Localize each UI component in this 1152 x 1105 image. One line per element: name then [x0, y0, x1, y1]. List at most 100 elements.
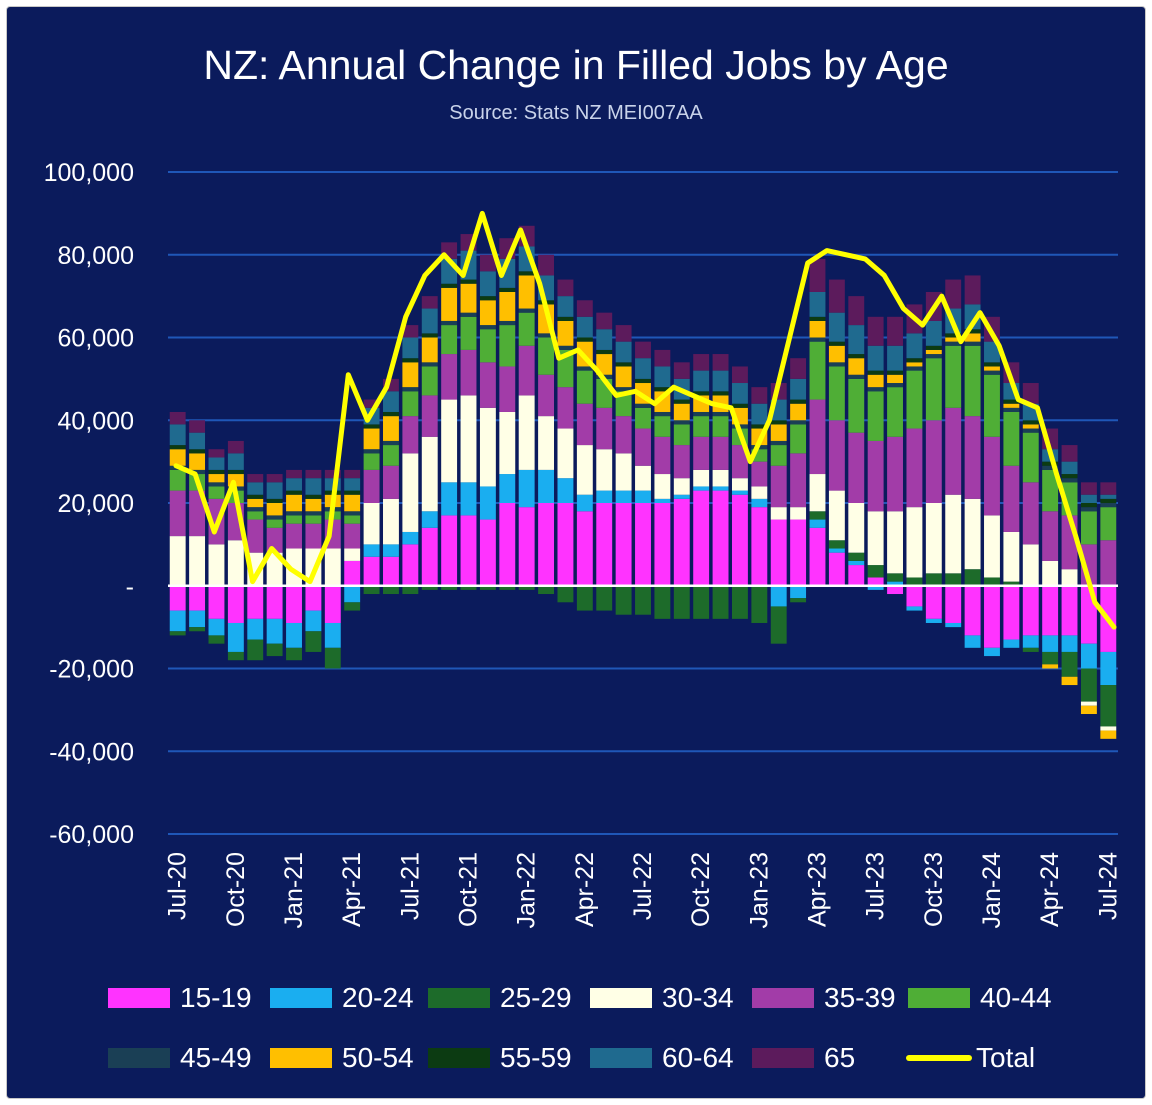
x-tick-label: Jan-22	[513, 852, 541, 928]
bar-segment-15-19	[712, 490, 729, 586]
bar-segment-60-64	[751, 403, 768, 425]
bar-segment-15-19	[751, 507, 768, 586]
bar-segment-40-44	[984, 374, 1000, 437]
bar-segment-25-29	[751, 585, 768, 623]
bar-segment-35-39	[964, 416, 981, 499]
bar-segment-65	[576, 300, 593, 317]
bar-segment-45-49	[615, 387, 632, 392]
bar-segment-45-49	[518, 308, 535, 313]
bar-segment-30-34	[906, 507, 923, 578]
bar-segment-65	[421, 296, 438, 309]
bar-segment-20-24	[1003, 639, 1020, 648]
bar-segment-25-29	[169, 631, 186, 636]
bar-segment-65	[596, 312, 613, 330]
bar-segment-45-49	[828, 362, 845, 367]
bar-segment-30-34	[266, 552, 283, 586]
bar-segment-60-64	[809, 291, 826, 317]
bar-segment-45-49	[693, 411, 710, 417]
bar-segment-65	[324, 469, 341, 479]
bar-segment-35-39	[402, 416, 419, 454]
x-tick-label: Jan-23	[745, 852, 773, 928]
bar-segment-45-49	[887, 383, 903, 388]
bar-segment-15-19	[906, 585, 923, 607]
x-tick-label: Oct-20	[222, 852, 250, 927]
bar-segment-65	[363, 399, 380, 408]
bar-segment-20-24	[499, 474, 516, 503]
bar-segment-15-19	[1003, 585, 1020, 640]
bar-segment-50-54	[518, 275, 535, 309]
bar-segment-20-24	[867, 585, 884, 590]
bar-segment-15-19	[305, 585, 322, 611]
bar-segment-50-54	[848, 358, 865, 375]
bar-segment-45-49	[344, 511, 361, 516]
bar-segment-50-54	[809, 320, 826, 338]
bar-segment-30-34	[169, 536, 186, 586]
bar-segment-40-44	[266, 519, 283, 528]
bar-segment-45-49	[654, 411, 671, 417]
bar-segment-55-59	[1100, 498, 1117, 503]
bar-segment-15-19	[383, 556, 399, 586]
bar-segment-35-39	[460, 349, 477, 396]
bar-segment-35-39	[654, 436, 671, 475]
bar-segment-20-24	[1061, 635, 1078, 652]
bar-segment-15-19	[1061, 585, 1078, 636]
bar-segment-35-39	[421, 395, 438, 437]
bar-segment-25-29	[479, 585, 496, 590]
bar-segment-30-34	[557, 428, 574, 479]
bar-segment-35-39	[809, 399, 826, 475]
bar-segment-15-19	[615, 503, 632, 586]
x-tick-label: Oct-22	[687, 852, 715, 927]
bar-segment-35-39	[906, 428, 923, 508]
bar-segment-25-29	[1080, 668, 1097, 702]
bar-segment-35-39	[984, 436, 1000, 516]
bar-segment-45-49	[848, 374, 865, 379]
bar-segment-25-29	[945, 573, 962, 586]
bar-segment-35-39	[925, 420, 942, 503]
bar-segment-45-49	[1042, 465, 1059, 470]
bar-segment-45-49	[1080, 507, 1097, 512]
bar-segment-20-24	[1080, 643, 1097, 669]
bar-segment-35-39	[1003, 465, 1020, 532]
bar-segment-35-39	[1022, 482, 1039, 545]
bar-segment-20-24	[1022, 635, 1039, 648]
bar-segment-60-64	[305, 478, 322, 495]
bar-segment-55-59	[1022, 420, 1039, 425]
bar-segment-25-29	[1003, 581, 1020, 586]
bar-segment-45-49	[383, 440, 399, 446]
bar-segment-30-34	[383, 498, 399, 545]
bar-segment-20-24	[1100, 651, 1117, 686]
bar-segment-55-59	[809, 316, 826, 321]
bar-segment-30-34	[673, 478, 690, 495]
bar-segment-25-29	[576, 585, 593, 611]
bar-segment-55-59	[286, 490, 302, 495]
bar-segment-35-39	[344, 523, 361, 549]
bar-segment-30-34	[867, 511, 884, 566]
bar-segment-15-19	[227, 585, 244, 623]
bar-segment-35-39	[693, 436, 710, 470]
bar-segment-45-49	[557, 345, 574, 350]
bar-segment-40-44	[654, 416, 671, 437]
bar-segment-45-49	[1100, 503, 1117, 508]
bar-segment-15-19	[945, 585, 962, 623]
bar-segment-15-19	[848, 565, 865, 586]
bar-segment-55-59	[169, 445, 186, 450]
bar-segment-60-64	[887, 345, 903, 371]
bar-segment-30-34	[887, 511, 903, 574]
bar-segment-35-39	[557, 387, 574, 429]
bar-segment-55-59	[596, 349, 613, 355]
bar-segment-20-24	[596, 490, 613, 503]
x-tick-label: Jan-21	[280, 852, 308, 928]
bar-segment-50-54	[1042, 664, 1059, 669]
bar-segment-20-24	[751, 498, 768, 508]
bar-segment-40-44	[305, 515, 322, 524]
bar-segment-20-24	[615, 490, 632, 503]
bar-segment-35-39	[169, 490, 186, 537]
bar-segment-60-64	[790, 378, 807, 400]
bar-segment-20-24	[441, 482, 458, 516]
bar-segment-55-59	[383, 411, 399, 417]
bar-segment-55-59	[828, 341, 845, 346]
bar-segment-65	[751, 387, 768, 404]
x-tick-label: Apr-21	[338, 852, 366, 927]
bar-segment-50-54	[169, 449, 186, 466]
bar-segment-45-49	[964, 341, 981, 346]
